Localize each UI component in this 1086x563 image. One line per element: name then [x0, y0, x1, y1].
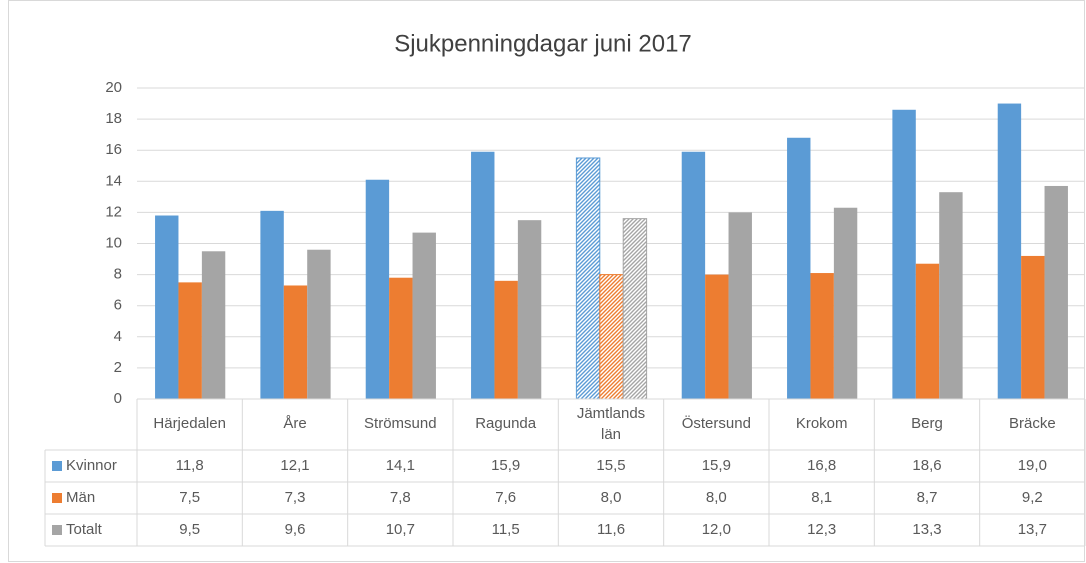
y-tick-label: 16: [105, 141, 122, 158]
table-value: 13,3: [912, 521, 941, 538]
bar: [494, 280, 518, 399]
table-value: 19,0: [1018, 457, 1047, 474]
bar: [471, 151, 495, 399]
table-value: 7,6: [495, 489, 516, 506]
table-value: 8,1: [811, 489, 832, 506]
bar: [599, 274, 624, 400]
table-value: 9,2: [1022, 489, 1043, 506]
x-tick-label: Strömsund: [364, 415, 437, 432]
legend-key: [52, 493, 62, 503]
bar: [997, 103, 1022, 400]
bar: [517, 220, 542, 399]
x-tick-label: Jämtlands län: [577, 405, 645, 443]
table-value: 8,7: [917, 489, 938, 506]
legend-key: [52, 525, 62, 535]
table-value: 15,9: [702, 457, 731, 474]
table-value: 12,0: [702, 521, 731, 538]
table-value: 12,1: [280, 457, 309, 474]
bar: [705, 274, 729, 399]
table-value: 11,8: [176, 457, 204, 474]
bar: [283, 285, 308, 399]
bar: [810, 273, 834, 399]
x-tick-label: Östersund: [682, 414, 751, 432]
bar: [412, 232, 436, 399]
table-value: 15,5: [596, 457, 625, 474]
bar: [575, 157, 601, 400]
x-tick-label: Bräcke: [1009, 415, 1056, 432]
table-value: 8,0: [601, 489, 622, 506]
bar: [178, 282, 202, 399]
table-value: 16,8: [807, 457, 836, 474]
y-tick-label: 14: [105, 172, 122, 189]
table-value: 12,3: [807, 521, 836, 538]
x-tick-label: Åre: [283, 415, 306, 432]
table-value: 9,6: [285, 521, 306, 538]
table-value: 14,1: [386, 457, 415, 474]
bar: [939, 192, 963, 399]
bar: [622, 218, 648, 400]
bar: [307, 249, 331, 399]
x-tick-label: Berg: [911, 415, 943, 432]
table-value: 11,5: [492, 521, 520, 538]
y-tick-label: 12: [105, 203, 122, 220]
y-tick-label: 4: [114, 328, 122, 345]
bar: [892, 109, 916, 400]
bar: [1044, 185, 1068, 399]
table-value: 7,8: [390, 489, 411, 506]
y-tick-label: 10: [105, 234, 122, 251]
bar: [155, 215, 179, 399]
table-value: 13,7: [1018, 521, 1047, 538]
legend-label: Kvinnor: [66, 457, 117, 474]
y-tick-label: 8: [114, 266, 122, 283]
table-value: 7,3: [285, 489, 306, 506]
bar: [365, 179, 390, 399]
bar: [787, 137, 811, 399]
y-tick-label: 0: [114, 390, 122, 407]
bar: [1021, 255, 1045, 399]
legend-label: Män: [66, 489, 95, 506]
bar: [260, 210, 284, 399]
x-tick-label: Härjedalen: [153, 415, 226, 432]
bar: [681, 151, 706, 399]
bar: [389, 277, 413, 399]
table-value: 7,5: [179, 489, 200, 506]
x-tick-label: Krokom: [796, 415, 848, 432]
y-tick-label: 20: [105, 79, 122, 96]
table-value: 11,6: [597, 521, 625, 538]
table-value: 9,5: [179, 521, 200, 538]
table-value: 10,7: [386, 521, 415, 538]
y-tick-label: 18: [105, 110, 122, 127]
x-tick-label: Ragunda: [475, 415, 537, 432]
table-value: 15,9: [491, 457, 520, 474]
legend-label: Totalt: [66, 521, 103, 538]
bar: [201, 251, 226, 399]
bar: [728, 212, 752, 399]
table-value: 18,6: [912, 457, 941, 474]
chart-title: Sjukpenningdagar juni 2017: [394, 30, 692, 57]
y-tick-label: 2: [114, 359, 122, 376]
legend-key: [52, 461, 62, 471]
bar: [915, 263, 940, 399]
bar: [833, 207, 858, 399]
table-value: 8,0: [706, 489, 727, 506]
y-tick-label: 6: [114, 297, 122, 314]
